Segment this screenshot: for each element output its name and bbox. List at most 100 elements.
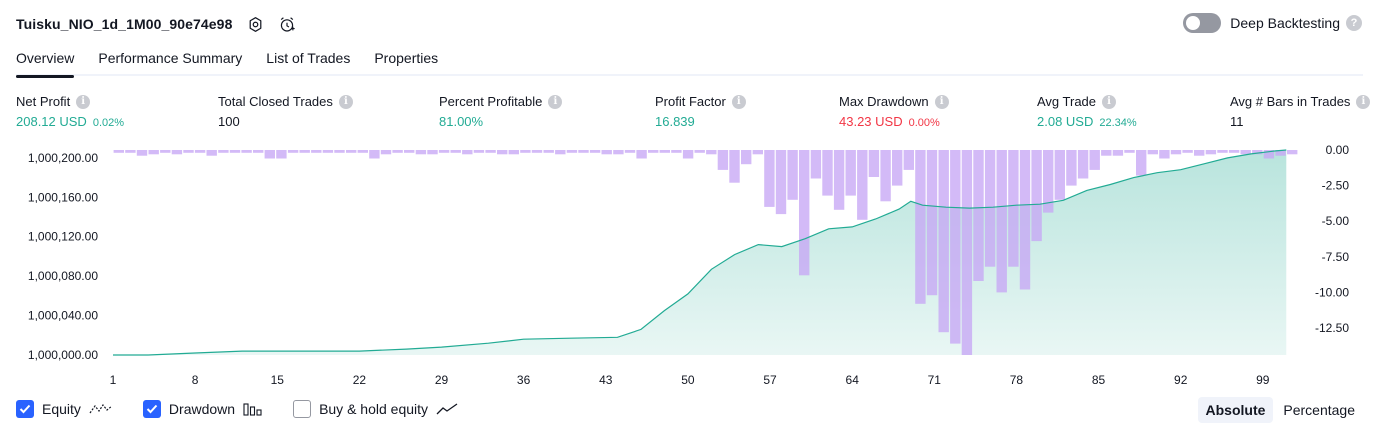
x-axis-tick-label: 71 bbox=[928, 373, 942, 387]
drawdown-bar bbox=[613, 150, 624, 155]
x-axis-tick-label: 85 bbox=[1092, 373, 1106, 387]
settings-icon[interactable] bbox=[246, 15, 264, 33]
info-icon[interactable]: i bbox=[1102, 94, 1117, 109]
x-axis-tick-label: 92 bbox=[1174, 373, 1188, 387]
x-axis-tick-label: 50 bbox=[681, 373, 695, 387]
percentage-button[interactable]: Percentage bbox=[1283, 402, 1355, 418]
stat-total-closed-trades: Total Closed Trades i 100 bbox=[218, 94, 353, 129]
equity-drawdown-chart[interactable]: 1,000,000.00 1,000,040.00 1,000,080.00 1,00… bbox=[0, 140, 1379, 390]
checkbox-checked-icon[interactable] bbox=[142, 400, 161, 418]
drawdown-bar bbox=[1054, 150, 1065, 200]
info-icon[interactable]: i bbox=[934, 94, 949, 109]
drawdown-bar bbox=[845, 150, 856, 196]
stat-net-profit: Net Profit i 208.12 USD 0.02% bbox=[16, 94, 124, 129]
drawdown-bar bbox=[206, 150, 217, 156]
drawdown-bar bbox=[682, 150, 694, 159]
checkbox-checked-icon[interactable] bbox=[16, 400, 34, 418]
stat-value: 208.12 USD bbox=[16, 114, 87, 129]
tab-performance-summary[interactable]: Performance Summary bbox=[98, 50, 243, 66]
drawdown-bar bbox=[996, 150, 1007, 293]
drawdown-bar bbox=[438, 150, 450, 153]
drawdown-bar bbox=[717, 150, 729, 170]
info-icon[interactable]: i bbox=[731, 94, 746, 109]
stat-percent-profitable: Percent Profitable i 81.00% bbox=[439, 94, 563, 129]
stat-max-drawdown: Max Drawdown i 43.23 USD 0.00% bbox=[839, 94, 949, 129]
tab-overview[interactable]: Overview bbox=[16, 44, 75, 78]
info-icon[interactable]: i bbox=[1356, 94, 1371, 109]
right-axis-tick-label: -10.00 bbox=[1315, 285, 1349, 299]
drawdown-bar bbox=[1263, 150, 1275, 159]
drawdown-bar bbox=[1112, 150, 1124, 156]
drawdown-bar bbox=[299, 150, 310, 153]
deep-backtesting-toggle[interactable] bbox=[1183, 13, 1222, 33]
drawdown-bar bbox=[729, 150, 740, 183]
drawdown-bar bbox=[589, 150, 601, 153]
x-axis-tick-label: 15 bbox=[271, 373, 285, 387]
drawdown-bar bbox=[287, 150, 299, 153]
drawdown-bar bbox=[822, 150, 833, 196]
stat-label: Profit Factor bbox=[655, 94, 726, 109]
drawdown-bar bbox=[659, 150, 670, 153]
drawdown-bar bbox=[1136, 150, 1147, 176]
drawdown-bar bbox=[218, 150, 229, 153]
legend-equity-label: Equity bbox=[42, 401, 81, 417]
stat-value: 100 bbox=[218, 114, 240, 129]
info-icon[interactable]: i bbox=[548, 94, 563, 109]
stat-profit-factor: Profit Factor i 16.839 bbox=[655, 94, 746, 129]
drawdown-bar bbox=[892, 150, 903, 186]
stats-row: Net Profit i 208.12 USD 0.02% Total Closed… bbox=[0, 94, 1379, 134]
drawdown-bar bbox=[125, 150, 136, 153]
legend-buy-hold[interactable]: Buy & hold equity bbox=[293, 400, 458, 418]
drawdown-bar bbox=[1275, 150, 1286, 156]
drawdown-bar bbox=[938, 150, 949, 333]
legend-buy-hold-label: Buy & hold equity bbox=[319, 401, 429, 417]
stat-label: Percent Profitable bbox=[439, 94, 543, 109]
drawdown-bar bbox=[1194, 150, 1205, 156]
drawdown-bar bbox=[148, 150, 159, 155]
help-icon[interactable]: ? bbox=[1346, 15, 1362, 31]
drawdown-bar bbox=[880, 150, 891, 202]
drawdown-bar bbox=[543, 150, 554, 153]
drawdown-bar bbox=[1240, 150, 1251, 155]
drawdown-bar bbox=[1089, 150, 1100, 170]
legend-equity[interactable]: Equity bbox=[16, 400, 113, 418]
drawdown-bar bbox=[1124, 150, 1135, 153]
tab-properties[interactable]: Properties bbox=[374, 50, 439, 66]
drawdown-bar bbox=[404, 150, 415, 153]
stat-label: Avg Trade bbox=[1037, 94, 1097, 109]
drawdown-bar bbox=[311, 150, 322, 153]
drawdown-bar bbox=[113, 150, 124, 153]
drawdown-bar bbox=[868, 150, 880, 177]
info-icon[interactable]: i bbox=[76, 94, 91, 109]
add-alert-icon[interactable] bbox=[278, 15, 296, 33]
x-axis-tick-label: 78 bbox=[1010, 373, 1024, 387]
x-axis-tick-label: 29 bbox=[435, 373, 449, 387]
drawdown-bar bbox=[706, 150, 717, 155]
info-icon[interactable]: i bbox=[338, 94, 353, 109]
drawdown-bar bbox=[671, 150, 682, 153]
drawdown-bar bbox=[136, 150, 148, 156]
legend-drawdown[interactable]: Drawdown bbox=[142, 400, 263, 418]
drawdown-bar bbox=[160, 150, 171, 153]
stat-percent: 0.00% bbox=[908, 117, 940, 129]
stat-avg-bars: Avg # Bars in Trades i 11 bbox=[1230, 94, 1371, 129]
drawdown-bar bbox=[566, 150, 578, 153]
drawdown-bar bbox=[799, 150, 810, 276]
drawdown-bar bbox=[950, 150, 961, 344]
drawdown-bar bbox=[462, 150, 473, 155]
drawdown-bar bbox=[1031, 150, 1042, 242]
drawdown-bar bbox=[229, 150, 241, 153]
right-axis-tick-label: -2.50 bbox=[1322, 179, 1350, 193]
x-axis-tick-label: 43 bbox=[599, 373, 613, 387]
checkbox-unchecked-icon[interactable] bbox=[293, 400, 312, 418]
drawdown-bar bbox=[973, 150, 984, 281]
drawdown-bar bbox=[322, 150, 334, 153]
absolute-button[interactable]: Absolute bbox=[1197, 397, 1274, 423]
drawdown-bar bbox=[926, 150, 938, 296]
equity-area bbox=[113, 150, 1287, 355]
left-axis-tick-label: 1,000,200.00 bbox=[28, 151, 98, 165]
toggle-knob bbox=[1186, 16, 1201, 30]
drawdown-bar bbox=[764, 150, 775, 207]
tab-list-of-trades[interactable]: List of Trades bbox=[266, 50, 351, 66]
stat-value: 81.00% bbox=[439, 114, 484, 129]
